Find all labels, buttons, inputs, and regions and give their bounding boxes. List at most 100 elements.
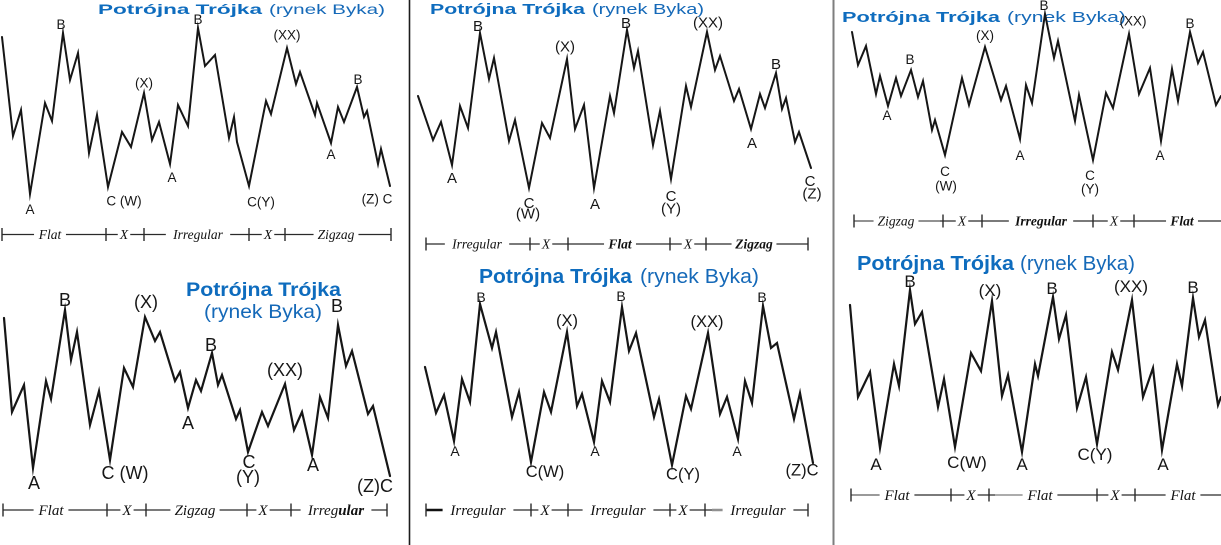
svg-text:B: B xyxy=(616,288,625,304)
svg-text:Zigzag: Zigzag xyxy=(318,227,355,242)
svg-text:A: A xyxy=(590,196,600,213)
svg-text:C(Y): C(Y) xyxy=(666,466,700,484)
svg-text:Flat: Flat xyxy=(38,227,63,242)
svg-text:Flat: Flat xyxy=(1170,488,1197,504)
svg-text:A: A xyxy=(167,170,176,185)
svg-text:Flat: Flat xyxy=(884,488,911,504)
svg-text:(Z)C: (Z)C xyxy=(357,476,393,496)
svg-text:(X): (X) xyxy=(556,312,578,330)
svg-text:A: A xyxy=(1016,455,1028,474)
svg-text:B: B xyxy=(353,72,362,87)
svg-text:(X): (X) xyxy=(135,76,153,91)
svg-text:B: B xyxy=(905,52,914,67)
svg-text:(Z): (Z) xyxy=(802,186,821,203)
svg-text:(XX): (XX) xyxy=(1114,277,1148,296)
svg-text:X: X xyxy=(539,503,550,519)
svg-text:C: C xyxy=(524,195,535,212)
svg-text:B: B xyxy=(904,272,915,291)
svg-text:C(W): C(W) xyxy=(526,463,564,481)
svg-text:(Z) C: (Z) C xyxy=(362,192,393,207)
svg-text:(rynek Byka): (rynek Byka) xyxy=(592,1,704,18)
svg-text:(XX): (XX) xyxy=(267,360,303,380)
svg-text:(rynek Byka): (rynek Byka) xyxy=(1020,253,1135,275)
svg-text:Zigzag: Zigzag xyxy=(878,213,915,228)
svg-text:A: A xyxy=(1015,148,1024,163)
svg-text:X: X xyxy=(683,236,693,251)
svg-text:B: B xyxy=(621,15,631,32)
svg-text:Zigzag: Zigzag xyxy=(175,503,216,519)
svg-text:X: X xyxy=(957,213,967,228)
svg-text:B: B xyxy=(331,296,343,316)
svg-text:X: X xyxy=(1109,213,1119,228)
svg-text:A: A xyxy=(450,443,460,459)
svg-text:A: A xyxy=(447,170,457,187)
svg-text:(rynek Byka): (rynek Byka) xyxy=(269,1,385,17)
svg-text:C: C xyxy=(805,173,816,190)
svg-text:B: B xyxy=(1046,279,1057,298)
svg-text:A: A xyxy=(1157,455,1169,474)
svg-text:A: A xyxy=(182,413,194,433)
svg-text:B: B xyxy=(1039,0,1048,13)
svg-text:Potrójna Trójka: Potrójna Trójka xyxy=(479,266,633,288)
svg-text:(rynek Byka): (rynek Byka) xyxy=(1007,9,1126,26)
svg-text:(X): (X) xyxy=(976,28,994,43)
svg-text:A: A xyxy=(28,473,40,493)
svg-text:X: X xyxy=(677,503,688,519)
svg-text:Zigzag: Zigzag xyxy=(734,236,773,251)
svg-text:B: B xyxy=(59,290,71,310)
svg-text:C(W): C(W) xyxy=(947,453,987,472)
svg-text:Flat: Flat xyxy=(38,503,65,519)
svg-text:(XX): (XX) xyxy=(1120,14,1147,29)
svg-text:(W): (W) xyxy=(935,179,957,194)
svg-text:(XX): (XX) xyxy=(693,15,723,32)
svg-text:X: X xyxy=(263,227,273,242)
svg-text:A: A xyxy=(732,443,742,459)
svg-text:Flat: Flat xyxy=(1169,213,1195,228)
svg-text:Potrójna Trójka: Potrójna Trójka xyxy=(98,1,262,17)
svg-text:B: B xyxy=(757,289,766,305)
svg-text:B: B xyxy=(771,56,781,73)
svg-text:A: A xyxy=(870,455,882,474)
svg-text:Irregular: Irregular xyxy=(451,236,502,251)
svg-text:B: B xyxy=(205,335,217,355)
svg-text:C(Y): C(Y) xyxy=(247,195,275,210)
svg-text:A: A xyxy=(590,443,600,459)
svg-text:C: C xyxy=(940,164,950,179)
svg-text:Irregular: Irregular xyxy=(172,227,223,242)
svg-text:A: A xyxy=(25,202,34,217)
svg-text:X: X xyxy=(121,503,132,519)
svg-text:(XX): (XX) xyxy=(274,28,301,43)
svg-text:X: X xyxy=(257,503,268,519)
svg-text:A: A xyxy=(882,108,891,123)
svg-text:X: X xyxy=(119,227,129,242)
svg-text:Irregular: Irregular xyxy=(1014,213,1068,228)
svg-text:(Y): (Y) xyxy=(661,201,681,218)
svg-text:B: B xyxy=(193,12,202,27)
svg-text:B: B xyxy=(56,17,65,32)
svg-text:A: A xyxy=(747,135,757,152)
svg-text:B: B xyxy=(1187,278,1198,297)
svg-text:Flat: Flat xyxy=(607,236,633,251)
svg-text:(rynek Byka): (rynek Byka) xyxy=(640,266,759,288)
svg-text:(Z)C: (Z)C xyxy=(786,462,819,480)
svg-text:X: X xyxy=(965,488,976,504)
svg-text:C(Y): C(Y) xyxy=(1078,445,1113,464)
svg-text:(Y): (Y) xyxy=(236,467,260,487)
svg-text:(Y): (Y) xyxy=(1081,182,1099,197)
svg-text:Irregular: Irregular xyxy=(449,503,505,519)
svg-text:X: X xyxy=(1109,488,1120,504)
svg-text:A: A xyxy=(326,147,335,162)
svg-text:(X): (X) xyxy=(555,39,575,56)
svg-text:(X): (X) xyxy=(979,281,1002,300)
svg-text:Potrójna Trójka: Potrójna Trójka xyxy=(186,279,341,301)
svg-text:(XX): (XX) xyxy=(691,313,724,331)
svg-text:Potrójna Trójka: Potrójna Trójka xyxy=(857,253,1015,275)
svg-text:(W): (W) xyxy=(516,206,540,223)
svg-text:C (W): C (W) xyxy=(106,194,141,209)
svg-text:(rynek Byka): (rynek Byka) xyxy=(204,301,322,323)
svg-text:B: B xyxy=(1185,16,1194,31)
svg-text:C: C xyxy=(666,188,677,205)
svg-text:Irregular: Irregular xyxy=(729,503,785,519)
svg-text:B: B xyxy=(473,18,483,35)
svg-text:A: A xyxy=(307,455,319,475)
